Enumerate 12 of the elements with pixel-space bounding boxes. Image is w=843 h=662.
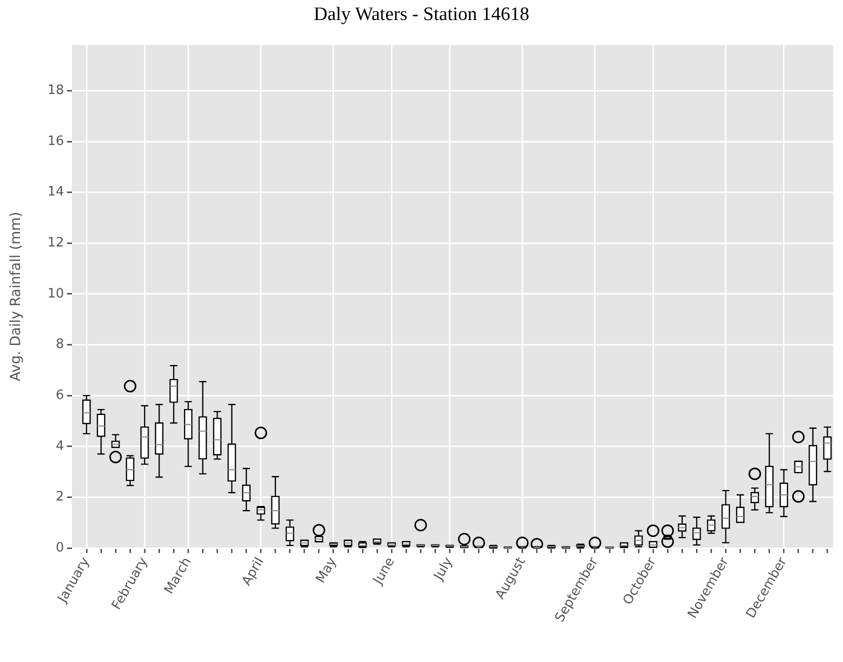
chart-title: Daly Waters - Station 14618 bbox=[312, 4, 530, 26]
y-tick-label: 14 bbox=[47, 184, 64, 200]
y-tick-label: 10 bbox=[47, 286, 64, 302]
y-tick-label: 4 bbox=[56, 438, 64, 454]
y-tick-label: 12 bbox=[47, 236, 64, 251]
y-tick-label: 0 bbox=[56, 540, 64, 556]
y-tick-label: 18 bbox=[47, 83, 64, 98]
y-axis-title: Avg. Daily Rainfall (mm) bbox=[8, 212, 24, 382]
y-tick-label: 6 bbox=[56, 388, 64, 403]
y-tick-label: 16 bbox=[47, 134, 64, 149]
y-tick-label: 8 bbox=[56, 337, 64, 352]
y-tick-label: 2 bbox=[56, 490, 64, 505]
